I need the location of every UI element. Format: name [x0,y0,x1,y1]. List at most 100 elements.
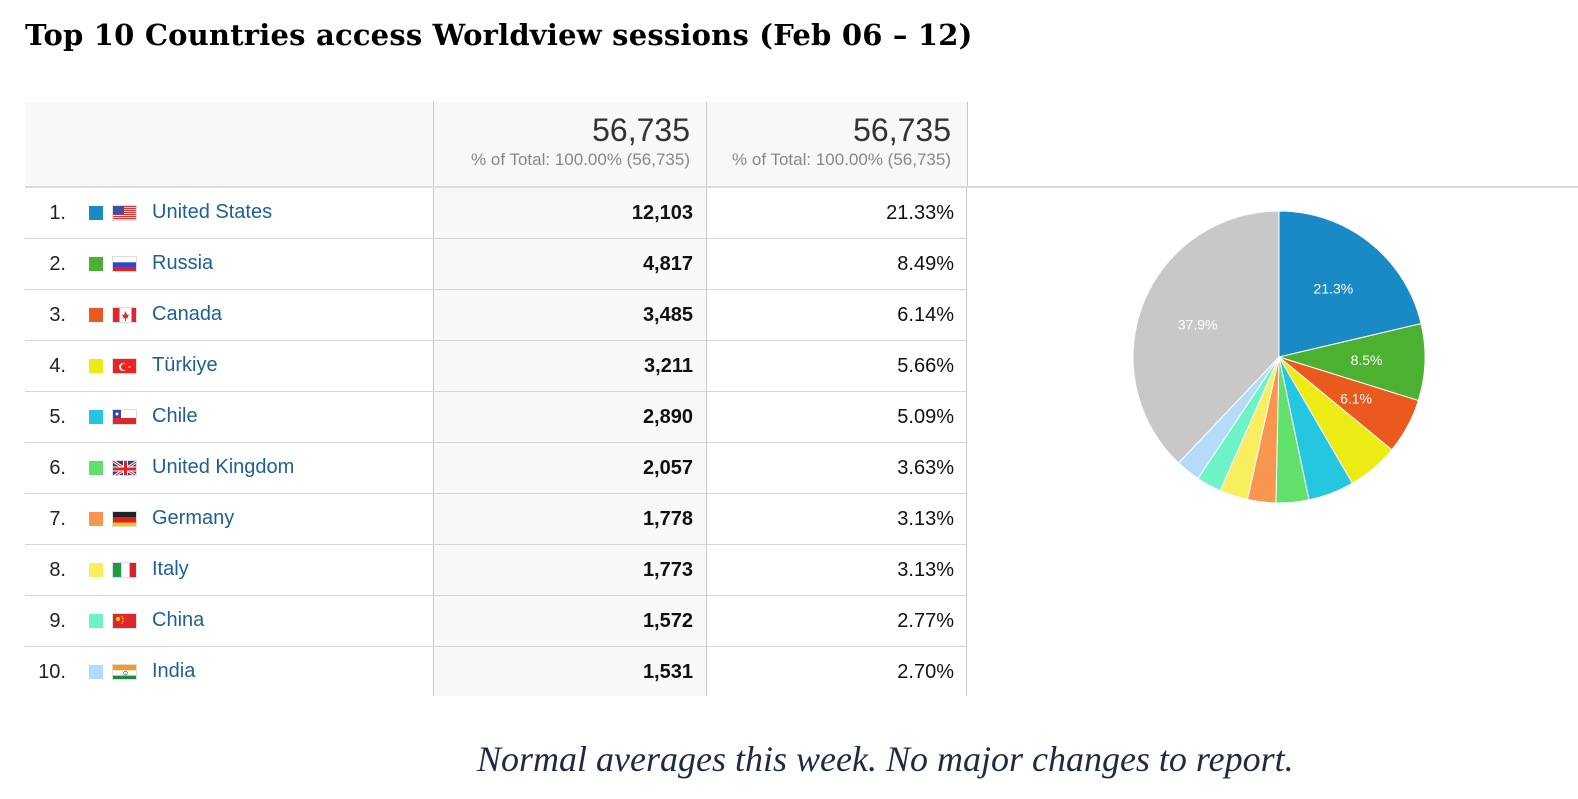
percent-value: 5.09% [897,406,954,428]
legend-swatch [89,563,103,577]
percent-total: 56,735 [853,112,951,148]
header-divider [25,186,1578,188]
percent-cell: 5.09% [706,392,967,442]
sessions-value: 3,485 [642,304,693,326]
table-row: 3,485 6.14% 3. Canada [25,290,967,341]
table-header: 56,735 % of Total: 100.00% (56,735) 56,7… [25,102,968,186]
percent-value: 2.77% [897,610,954,632]
table-row: 2,057 3.63% 6. United Kingdom [25,443,967,494]
percent-value: 6.14% [897,304,954,326]
pie-slice-label: 21.3% [1314,280,1354,296]
percent-value: 5.66% [897,355,954,377]
country-link[interactable]: United States [152,201,273,223]
percent-cell: 3.13% [706,494,967,544]
sessions-value: 2,890 [642,406,693,428]
percent-value: 3.13% [897,559,954,581]
country-link[interactable]: Germany [152,507,235,529]
percent-value: 2.70% [897,661,954,683]
legend-swatch [89,614,103,628]
cl-flag-icon [112,409,137,425]
sessions-cell: 1,572 [433,596,705,646]
sessions-pie-chart: 21.3% 8.5% 6.1% 37.9% [1132,210,1426,504]
sessions-cell: 1,778 [433,494,705,544]
table-row: 4,817 8.49% 2. Russia [25,239,967,290]
sessions-value: 1,773 [642,559,693,581]
row-rank: 1. [49,202,66,224]
row-rank: 10. [38,661,66,683]
table-row: 1,778 3.13% 7. Germany [25,494,967,545]
sessions-total: 56,735 [592,112,690,148]
sessions-cell: 3,211 [433,341,705,391]
country-link[interactable]: Canada [152,303,223,325]
row-rank: 5. [49,406,66,428]
row-rank: 2. [49,253,66,275]
pie-slice-other [1132,210,1280,464]
report-note: Normal averages this week. No major chan… [477,739,1294,779]
country-link[interactable]: Russia [152,252,214,274]
pie-slice-label: 8.5% [1351,352,1383,368]
ru-flag-icon [112,256,137,272]
header-percent-cell: 56,735 % of Total: 100.00% (56,735) [706,102,968,186]
sessions-cell: 12,103 [433,188,705,238]
percent-cell: 2.77% [706,596,967,646]
percent-cell: 3.13% [706,545,967,595]
sessions-value: 3,211 [644,355,693,377]
percent-value: 3.63% [897,457,954,479]
in-flag-icon [112,664,137,680]
table-row: 12,103 21.33% 1. United States [25,188,967,239]
legend-swatch [89,206,103,220]
percent-cell: 5.66% [706,341,967,391]
country-link[interactable]: Türkiye [152,354,218,376]
sessions-value: 12,103 [631,202,693,224]
sessions-cell: 2,057 [433,443,705,493]
legend-swatch [89,410,103,424]
row-rank: 8. [49,559,66,581]
cn-flag-icon [112,613,137,629]
row-rank: 4. [49,355,66,377]
sessions-value: 2,057 [642,457,693,479]
country-link[interactable]: Italy [152,558,189,580]
sessions-cell: 1,531 [433,647,705,696]
pie-slice-label: 6.1% [1340,391,1372,407]
sessions-cell: 1,773 [433,545,705,595]
percent-value: 21.33% [886,202,954,224]
percent-value: 3.13% [897,508,954,530]
sessions-total-sub: % of Total: 100.00% (56,735) [471,150,690,169]
table-row: 3,211 5.66% 4. Türkiye [25,341,967,392]
sessions-cell: 3,485 [433,290,705,340]
gb-flag-icon [112,460,137,476]
country-link[interactable]: Chile [152,405,198,427]
legend-swatch [89,461,103,475]
countries-table: 56,735 % of Total: 100.00% (56,735) 56,7… [25,102,1578,696]
legend-swatch [89,665,103,679]
legend-swatch [89,512,103,526]
table-row: 2,890 5.09% 5. Chile [25,392,967,443]
legend-swatch [89,308,103,322]
de-flag-icon [112,511,137,527]
sessions-value: 4,817 [642,253,693,275]
percent-total-sub: % of Total: 100.00% (56,735) [732,150,951,169]
country-link[interactable]: India [152,660,196,682]
sessions-cell: 2,890 [433,392,705,442]
sessions-value: 1,572 [642,610,693,632]
report-title: Top 10 Countries access Worldview sessio… [25,18,973,52]
legend-swatch [89,359,103,373]
percent-cell: 3.63% [706,443,967,493]
percent-cell: 2.70% [706,647,967,696]
percent-cell: 8.49% [706,239,967,289]
country-link[interactable]: China [152,609,205,631]
row-rank: 9. [49,610,66,632]
country-link[interactable]: United Kingdom [152,456,295,478]
sessions-value: 1,531 [642,661,693,683]
it-flag-icon [112,562,137,578]
sessions-cell: 4,817 [433,239,705,289]
sessions-value: 1,778 [642,508,693,530]
legend-swatch [89,257,103,271]
percent-cell: 21.33% [706,188,967,238]
pie-slice-label: 37.9% [1178,317,1218,333]
table-row: 1,773 3.13% 8. Italy [25,545,967,596]
header-sessions-cell: 56,735 % of Total: 100.00% (56,735) [433,102,706,186]
row-rank: 7. [49,508,66,530]
us-flag-icon [112,205,137,221]
percent-value: 8.49% [897,253,954,275]
